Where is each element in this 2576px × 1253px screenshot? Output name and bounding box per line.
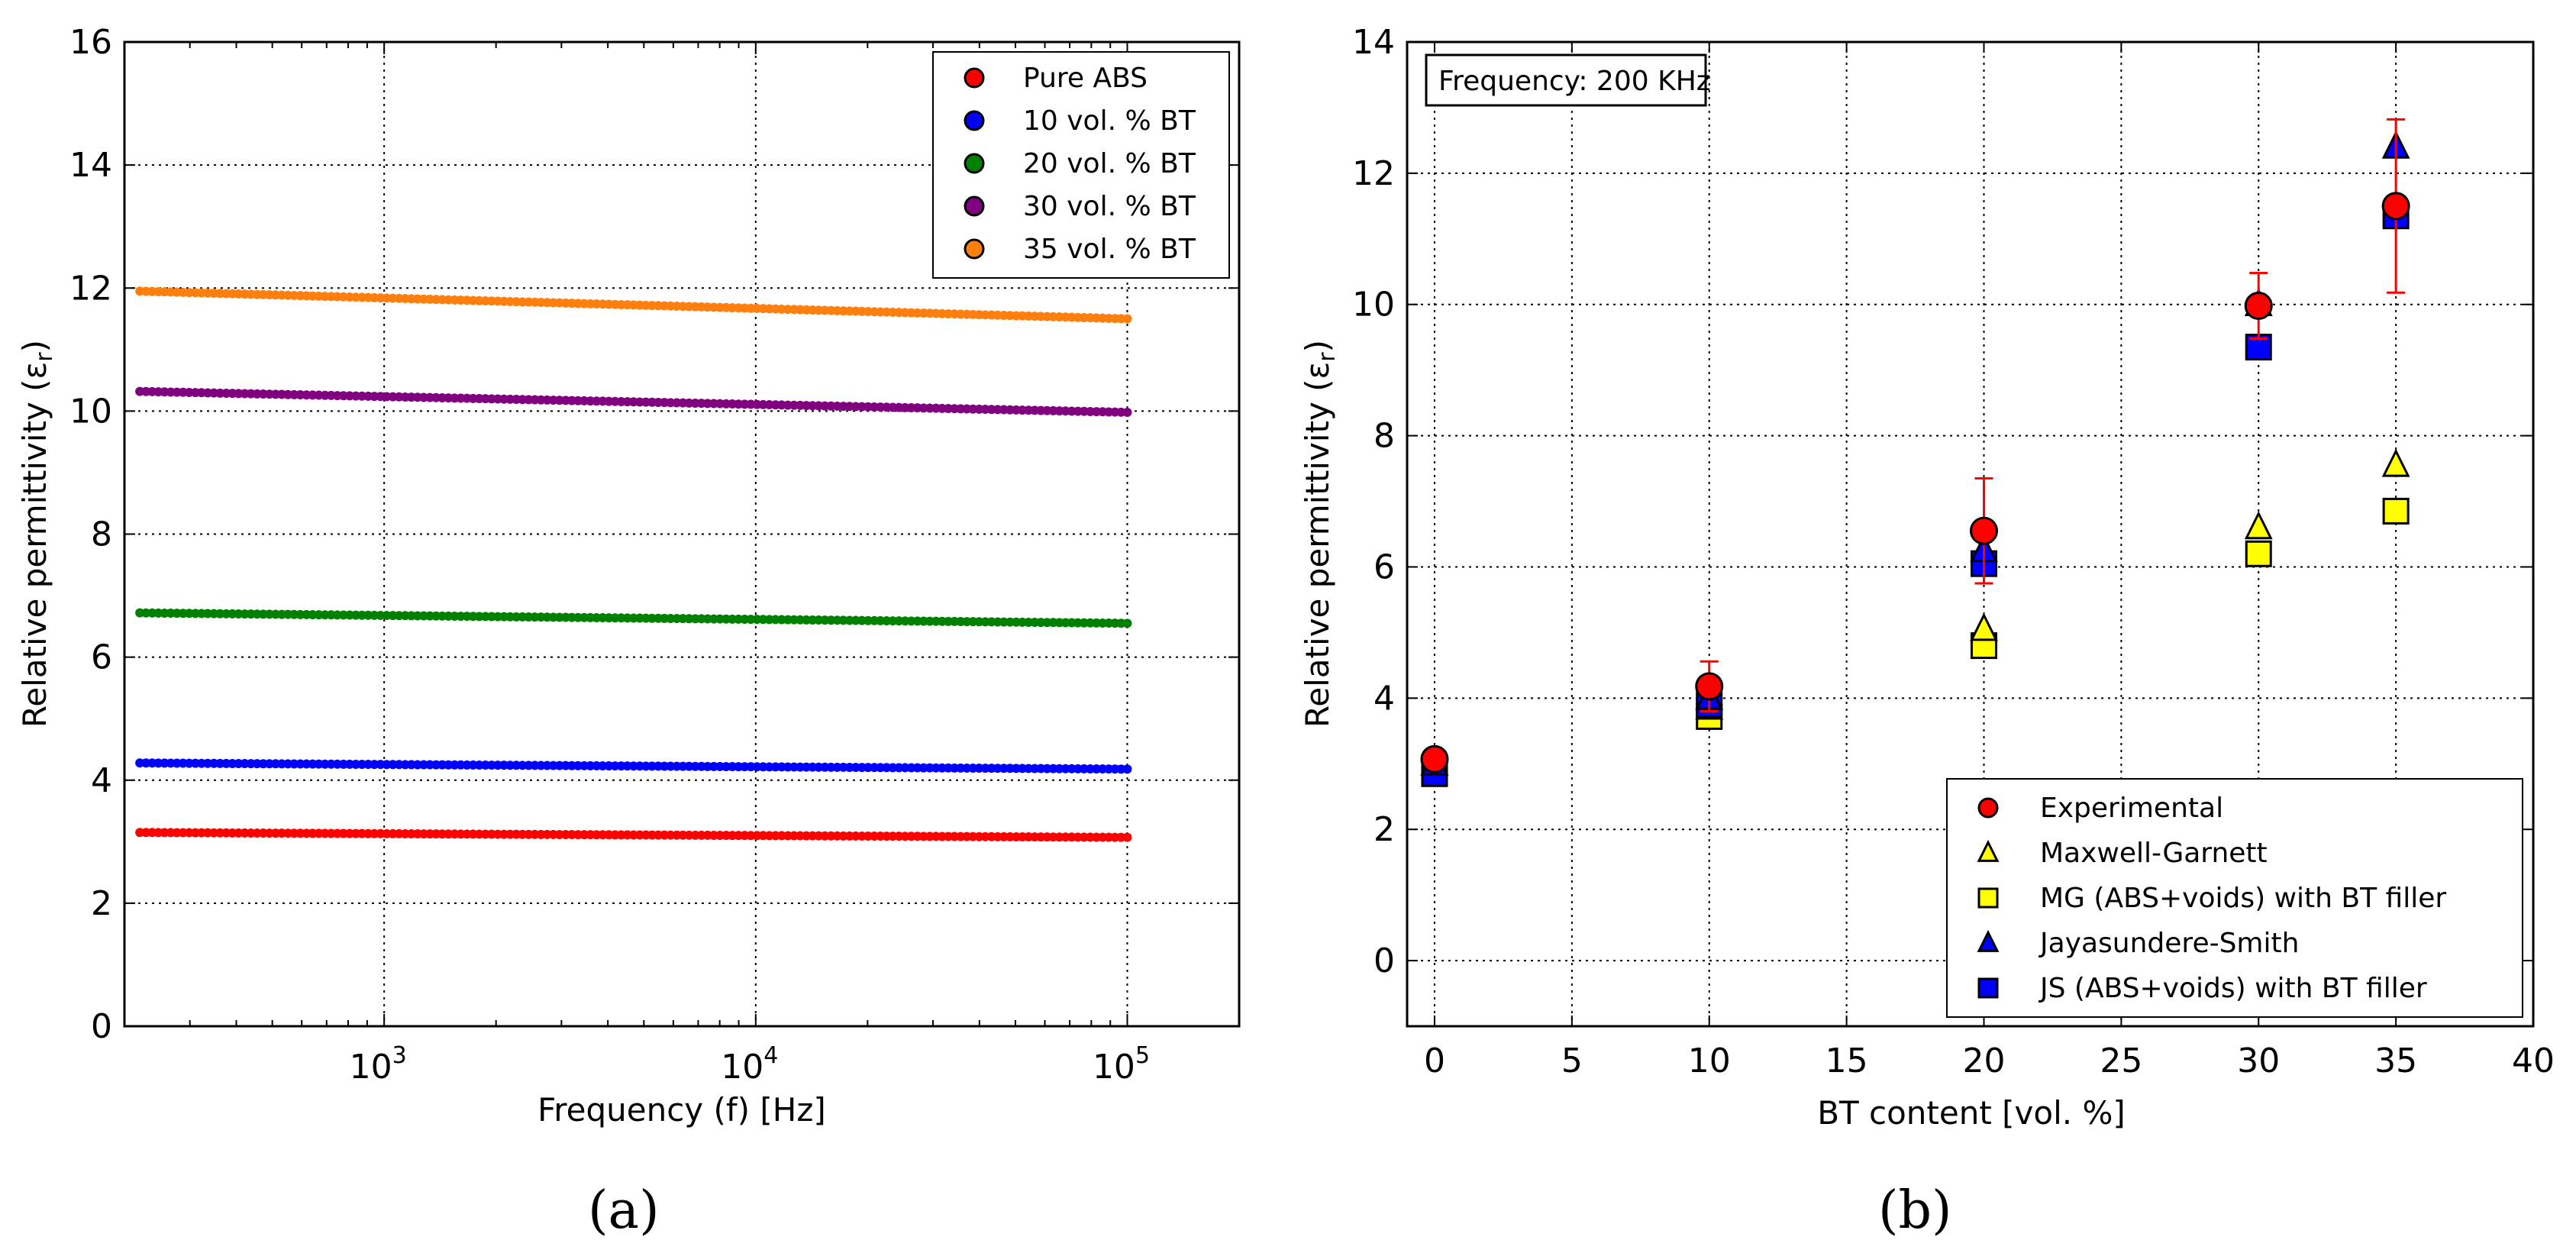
panel-b-legend-box: [1946, 778, 2523, 1018]
panel-a-legend-label: 10 vol. % BT: [1023, 105, 1196, 137]
panel-b-series: [1420, 118, 2410, 787]
panel-a-xlabel: Frequency (f) [Hz]: [537, 1091, 826, 1129]
panel-b-ytick-label: 6: [1374, 547, 1395, 586]
panel-a-legend-marker: [964, 67, 985, 89]
panel-a-data-point: [1122, 314, 1132, 324]
panel-b-series-1: [1420, 448, 2410, 776]
panel-a-legend-label: Pure ABS: [1023, 63, 1148, 94]
panel-b-ylabel: Relative permittivity (εr): [1299, 340, 1341, 728]
panel-b-xtick-label: 30: [2237, 1041, 2280, 1080]
panel-b-xtick-label: 10: [1688, 1041, 1731, 1080]
panel-a-ytick-label: 0: [91, 1007, 112, 1046]
panel-a-legend: Pure ABS 10 vol. % BT 20 vol. % BT 30 vol. …: [932, 51, 1230, 279]
panel-b-data-point: [2245, 540, 2272, 567]
panel-a-series-0: [135, 828, 1132, 842]
panel-b-data-point: [1420, 744, 1449, 773]
panel-b-legend-marker: [1977, 887, 1999, 909]
panel-b-data-point: [2381, 448, 2410, 477]
panel-b-ytick-label: 12: [1352, 154, 1395, 193]
panel-b-xlabel: BT content [vol. %]: [1817, 1094, 2126, 1132]
panel-b-caption: (b): [1878, 1180, 1952, 1241]
panel-a-data-point: [1122, 832, 1132, 842]
panel-a-legend-marker: [964, 195, 985, 217]
panel-b-legend-marker: [1977, 839, 2000, 862]
panel-b-xtick-label: 0: [1424, 1041, 1445, 1080]
panel-a-ticks: 0 2 4 6 8 10 12 14 16 103 104 105: [69, 23, 1240, 1087]
panel-b-xtick-label: 5: [1561, 1041, 1583, 1080]
panel-b-xtick-label: 15: [1825, 1041, 1868, 1080]
panel-b-series-2: [1421, 497, 2410, 787]
panel-a-data-point: [1122, 407, 1132, 417]
panel-b-legend-label: Jayasundere-Smith: [2039, 928, 2299, 959]
panel-a-legend-marker: [964, 110, 985, 131]
panel-b-legend: Experimental Maxwell-Garnett MG (ABS+voids…: [1946, 778, 2523, 1018]
panel-b-ytick-label: 14: [1352, 23, 1395, 62]
panel-b-data-point: [1970, 612, 1998, 641]
panel-a-legend-marker: [964, 238, 985, 260]
panel-a-caption: (a): [588, 1180, 660, 1241]
panel-a-ytick-label: 4: [91, 761, 112, 800]
panel-a-ytick-label: 8: [91, 515, 112, 554]
panel-a-xtick-label: 103: [350, 1042, 407, 1087]
panel-b-data-point: [2381, 192, 2410, 221]
panel-a-xtick-label: 105: [1093, 1042, 1150, 1087]
panel-a-series-3: [135, 386, 1132, 417]
panel-b-series-0: [1420, 118, 2410, 773]
panel-b-ytick-label: 4: [1374, 679, 1395, 718]
panel-b-ytick-label: 8: [1374, 417, 1395, 456]
panel-b-ytick-label: 0: [1374, 941, 1395, 980]
panel-a-grid: [124, 42, 1239, 1026]
panel-a-legend-label: 20 vol. % BT: [1023, 148, 1196, 179]
panel-b-legend-marker: [1977, 929, 2000, 952]
panel-a-ytick-label: 12: [69, 269, 112, 308]
panel-a-legend-label: 35 vol. % BT: [1023, 234, 1196, 265]
panel-b-data-point: [2244, 511, 2273, 540]
panel-b-data-point: [2244, 291, 2273, 320]
panel-a-xtick-label: 104: [721, 1042, 778, 1087]
panel-b-ytick-label: 2: [1374, 810, 1395, 849]
panel-b-ticks: 0 2 4 6 8 10 12 14 0 5 10 15 20 25 30 35 40: [1352, 23, 2555, 1080]
panel-a-chart: 0 2 4 6 8 10 12 14 16 103 104 105 Frequency (f) [Hz…: [16, 23, 1241, 1241]
panel-b-legend-label: Maxwell-Garnett: [2040, 838, 2268, 869]
panel-b-axes-frame: [1406, 40, 2535, 1028]
frequency-annotation: Frequency: 200 KHz: [1425, 53, 1711, 107]
panel-b-data-point: [1969, 516, 1998, 545]
panel-a-series-4: [135, 286, 1132, 324]
frequency-annotation-box: [1425, 53, 1707, 107]
panel-b-data-point: [1695, 672, 1724, 701]
panel-b-xtick-label: 20: [1962, 1041, 2005, 1080]
panel-b-legend-label: MG (ABS+voids) with BT filler: [2040, 883, 2446, 914]
panel-b-xtick-label: 35: [2374, 1041, 2417, 1080]
panel-a-ytick-label: 10: [69, 392, 112, 431]
panel-a-data-point: [1122, 618, 1132, 628]
panel-b-legend-marker: [1977, 977, 1999, 999]
panel-a-ylabel: Relative permittivity (εr): [16, 340, 58, 728]
panel-b-legend-marker: [1977, 797, 1999, 819]
panel-b-xtick-label: 25: [2100, 1041, 2142, 1080]
panel-a-ytick-label: 16: [69, 23, 112, 62]
panel-a-series-1: [135, 758, 1132, 774]
panel-a-legend-marker: [964, 153, 985, 174]
panel-b-xtick-label: 40: [2512, 1041, 2555, 1080]
panel-b-chart: 0 2 4 6 8 10 12 14 0 5 10 15 20 25 30 35 40 Frequency: 2…: [1299, 23, 2555, 1241]
panel-a-data-point: [1122, 764, 1132, 774]
panel-a-ytick-label: 14: [69, 146, 112, 185]
frequency-annotation-text: Frequency: 200 KHz: [1438, 66, 1711, 97]
panel-b-data-point: [2382, 497, 2410, 525]
panel-b-grid: [1407, 42, 2533, 1026]
panel-a-series-2: [135, 608, 1132, 628]
panel-b-legend-label: JS (ABS+voids) with BT filler: [2039, 973, 2427, 1004]
panel-a-legend-label: 30 vol. % BT: [1023, 191, 1196, 222]
panel-a-ytick-label: 6: [91, 638, 112, 677]
panel-b-series-3: [1420, 130, 2410, 776]
panel-b-legend-label: Experimental: [2040, 793, 2223, 824]
panel-a-series: [135, 286, 1132, 842]
panel-a-ytick-label: 2: [91, 884, 112, 923]
panel-b-ytick-label: 10: [1352, 286, 1395, 325]
